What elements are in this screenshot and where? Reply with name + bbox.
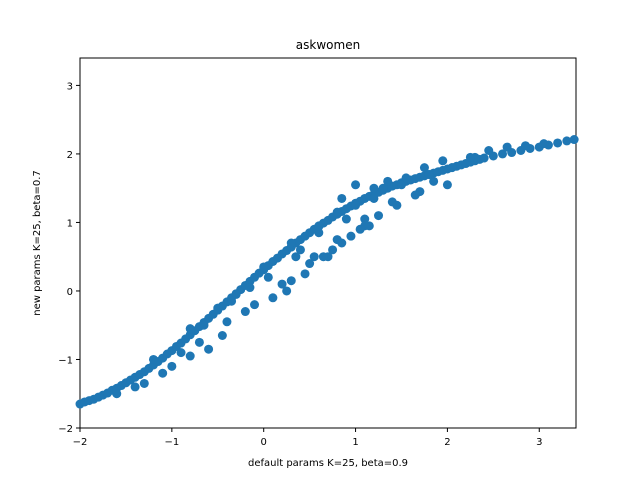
data-point	[369, 193, 379, 203]
data-point	[130, 382, 140, 392]
data-point	[158, 368, 168, 378]
y-axis: −2 −1 0 1 2 3	[58, 81, 80, 435]
data-point	[341, 214, 351, 224]
data-point	[222, 317, 232, 327]
data-point	[291, 252, 301, 262]
data-point	[112, 389, 122, 399]
data-point	[484, 146, 494, 155]
y-tick-label: 2	[67, 150, 73, 161]
data-point	[396, 180, 406, 190]
data-point	[337, 238, 347, 248]
data-point	[295, 245, 305, 255]
x-tick-label: 0	[261, 437, 267, 448]
data-point	[176, 348, 186, 358]
data-point	[410, 190, 420, 200]
data-point	[185, 351, 195, 361]
data-point	[328, 245, 338, 255]
data-point	[194, 337, 204, 347]
data-point	[351, 180, 361, 190]
data-point	[337, 193, 347, 203]
data-point	[199, 320, 209, 330]
data-point	[442, 180, 452, 190]
data-point	[250, 300, 260, 310]
data-point	[309, 252, 319, 262]
data-point	[139, 378, 149, 388]
data-point	[332, 207, 342, 217]
data-point	[314, 221, 324, 231]
data-point	[569, 135, 579, 145]
data-point	[355, 224, 365, 234]
data-point	[374, 211, 384, 221]
data-point	[227, 296, 237, 306]
data-point	[217, 331, 227, 340]
data-point	[318, 252, 328, 262]
y-tick-label: −1	[58, 355, 73, 366]
x-axis-label: default params K=25, beta=0.9	[248, 458, 408, 469]
data-point	[479, 153, 489, 163]
data-point	[351, 200, 361, 210]
data-point	[346, 231, 356, 241]
data-point	[204, 344, 214, 354]
data-point	[263, 272, 273, 282]
x-tick-label: −1	[164, 437, 179, 448]
data-point	[502, 142, 512, 152]
data-point	[286, 238, 296, 248]
data-points	[75, 135, 579, 409]
data-point	[314, 228, 324, 238]
x-axis: −2 −1 0 1 2 3	[73, 428, 542, 448]
y-tick-label: 1	[67, 218, 73, 229]
data-point	[364, 221, 374, 231]
data-point	[240, 307, 250, 317]
data-point	[148, 354, 158, 364]
x-tick-label: 2	[444, 437, 450, 448]
x-tick-label: −2	[73, 437, 88, 448]
x-tick-label: 1	[352, 437, 358, 448]
data-point	[383, 176, 393, 186]
data-point	[401, 173, 411, 183]
data-point	[282, 286, 292, 296]
plot-area	[79, 57, 577, 429]
data-point	[392, 200, 402, 210]
data-point	[562, 136, 572, 146]
data-point	[447, 163, 457, 173]
data-point	[277, 279, 287, 289]
data-point	[465, 152, 475, 162]
data-point	[429, 176, 439, 186]
y-axis-label: new params K=25, beta=0.7	[32, 170, 43, 316]
data-point	[424, 169, 434, 179]
data-point	[498, 149, 508, 159]
x-tick-label: 3	[536, 437, 542, 448]
y-tick-label: 0	[67, 287, 73, 298]
data-point	[419, 163, 429, 173]
y-tick-label: −2	[58, 424, 73, 435]
data-point	[213, 303, 223, 313]
data-point	[185, 324, 195, 334]
data-point	[438, 156, 448, 166]
data-point	[553, 138, 563, 148]
data-point	[520, 141, 530, 151]
data-point	[259, 262, 269, 272]
data-point	[539, 139, 549, 149]
y-tick-label: 3	[67, 81, 73, 92]
data-point	[167, 361, 177, 371]
data-point	[360, 214, 370, 224]
data-point	[378, 183, 388, 193]
data-point	[369, 183, 379, 193]
data-point	[286, 276, 296, 286]
chart-title: askwomen	[296, 38, 360, 52]
data-point	[300, 269, 310, 279]
data-point	[268, 293, 278, 303]
data-point	[245, 283, 255, 293]
data-point	[305, 259, 315, 269]
data-point	[231, 289, 241, 299]
